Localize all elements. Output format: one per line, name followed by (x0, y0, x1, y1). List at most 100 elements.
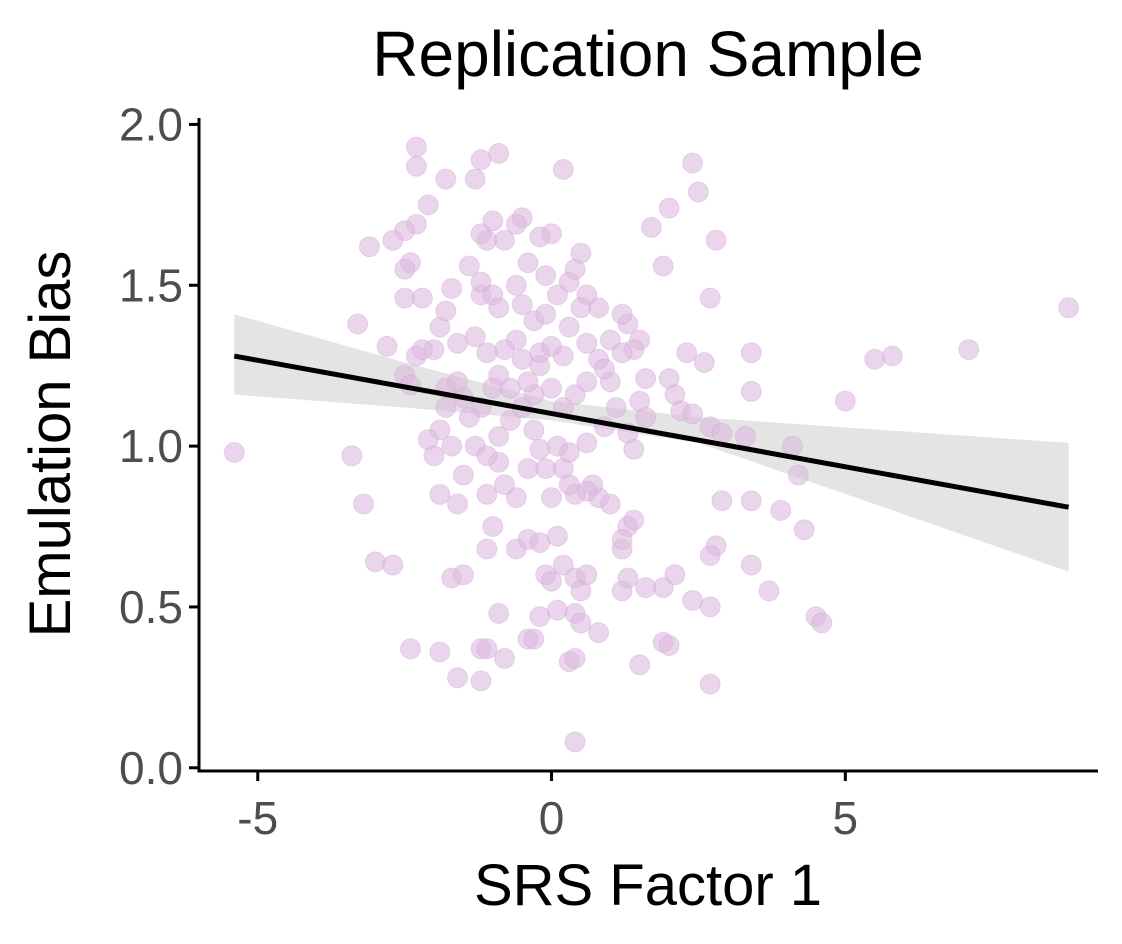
data-point (476, 445, 498, 467)
confidence-band (234, 314, 1069, 572)
data-point (652, 255, 674, 277)
data-point (705, 229, 727, 251)
data-point (740, 490, 762, 512)
data-point (711, 490, 733, 512)
x-tick-label: -5 (237, 792, 278, 844)
data-point (458, 255, 480, 277)
data-point (1058, 297, 1080, 319)
data-point (405, 136, 427, 158)
data-point (552, 345, 574, 367)
y-tick-label: 1.0 (119, 420, 183, 472)
data-point (353, 493, 374, 515)
data-point (811, 612, 833, 634)
data-point (699, 596, 721, 618)
regression-line (233, 353, 1070, 510)
data-point (881, 345, 903, 367)
data-point (588, 622, 610, 644)
data-point (488, 297, 510, 319)
data-point (458, 406, 480, 428)
data-point (341, 445, 363, 467)
data-point (758, 580, 780, 602)
data-point (517, 371, 539, 393)
y-tick-label: 2.0 (119, 98, 183, 150)
data-point (523, 628, 545, 650)
data-point (505, 213, 527, 235)
data-point (499, 377, 521, 399)
data-point (505, 487, 527, 509)
data-point (576, 332, 598, 354)
data-point (376, 335, 398, 357)
data-point (564, 384, 586, 406)
data-point (535, 458, 557, 480)
data-point (699, 673, 721, 695)
data-point (476, 342, 498, 364)
data-point (411, 339, 433, 361)
data-point (517, 252, 539, 274)
data-point (552, 159, 574, 180)
x-axis-title: SRS Factor 1 (474, 853, 822, 918)
data-point (523, 419, 545, 441)
data-point (435, 168, 457, 190)
data-point (405, 155, 427, 177)
data-point (400, 638, 421, 660)
data-point (476, 638, 498, 660)
data-point (687, 181, 709, 203)
data-point (546, 435, 568, 457)
data-point (382, 229, 404, 251)
x-tick-label: 5 (833, 792, 859, 844)
data-point (411, 287, 433, 309)
data-point (447, 371, 468, 393)
data-point (570, 612, 592, 634)
data-point (564, 731, 586, 753)
y-tick-label: 0.0 (119, 742, 183, 794)
data-point (452, 564, 474, 586)
data-point (699, 545, 721, 566)
data-point (546, 284, 568, 306)
data-point (499, 409, 521, 431)
data-point (541, 487, 562, 509)
data-point (223, 442, 245, 463)
data-point (611, 303, 633, 325)
data-point (429, 641, 451, 663)
data-point (787, 464, 809, 486)
data-point (576, 371, 598, 393)
data-point (447, 332, 468, 354)
data-point (570, 242, 592, 264)
data-point (693, 352, 715, 373)
data-point (635, 368, 657, 390)
data-point (611, 528, 633, 550)
y-axis-title: Emulation Bias (18, 251, 83, 638)
y-tick-label: 1.5 (119, 259, 183, 311)
data-point (623, 509, 645, 531)
data-point (740, 554, 762, 576)
data-point (552, 554, 574, 576)
data-point (505, 274, 527, 296)
data-point (682, 152, 704, 174)
data-point (629, 390, 651, 412)
data-point (782, 435, 803, 457)
data-point (441, 435, 463, 457)
data-point (640, 216, 662, 238)
data-point (476, 538, 498, 560)
data-point (834, 390, 856, 412)
data-point (558, 316, 580, 338)
data-point (494, 229, 515, 251)
data-point (958, 339, 980, 361)
data-point (664, 564, 686, 586)
data-point (517, 458, 539, 480)
data-point (529, 532, 551, 554)
data-point (529, 226, 551, 248)
fit-line-layer (233, 353, 1070, 510)
data-point (564, 647, 586, 669)
data-point (529, 355, 551, 377)
data-point (488, 426, 510, 447)
data-point (682, 590, 704, 611)
data-point (364, 551, 386, 573)
data-point (570, 297, 592, 319)
data-point (535, 303, 557, 325)
data-point (494, 647, 515, 669)
data-point (482, 516, 504, 537)
data-point (447, 493, 468, 515)
data-point (394, 287, 416, 309)
data-point (735, 426, 756, 447)
